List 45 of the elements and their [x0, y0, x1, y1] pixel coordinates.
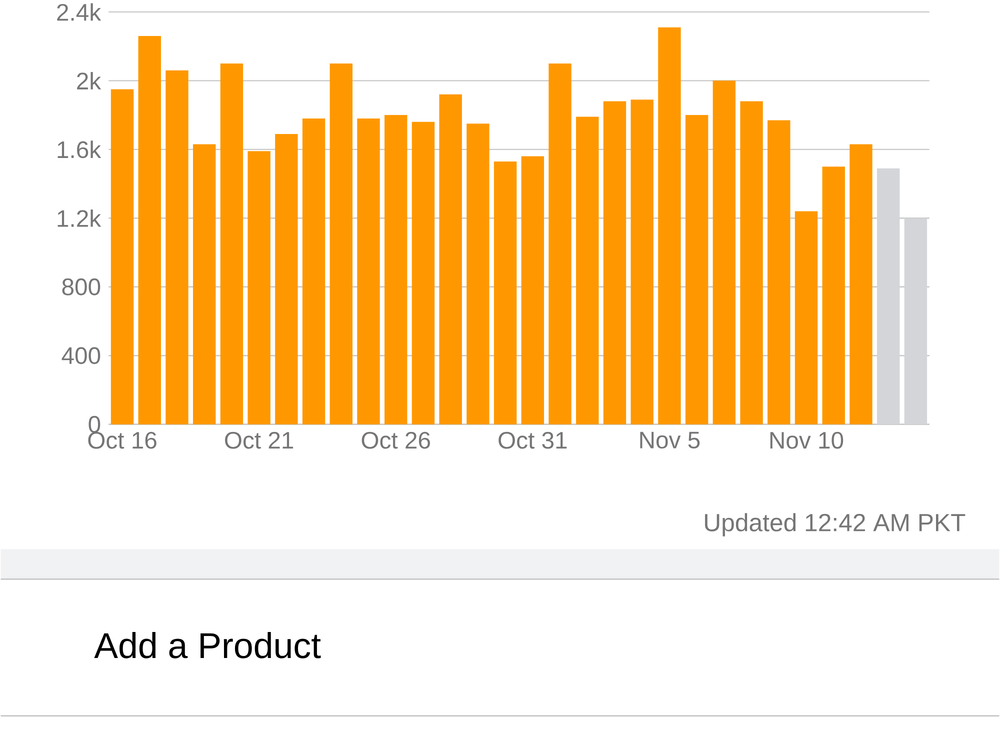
bar [658, 27, 681, 424]
x-tick-label: Oct 21 [225, 432, 294, 449]
bar [740, 101, 763, 424]
bar [357, 118, 380, 424]
bar [192, 144, 216, 424]
bar [685, 115, 708, 424]
bar [850, 144, 872, 424]
bar [138, 36, 161, 424]
bar [248, 151, 270, 424]
y-tick-label: 0 [88, 416, 100, 433]
bar [220, 64, 244, 424]
bar [521, 156, 544, 424]
x-tick-label: Nov 5 [640, 432, 700, 449]
bar [302, 118, 326, 424]
bar [603, 101, 626, 424]
bar [384, 115, 408, 424]
y-tick-label: 800 [62, 278, 100, 296]
y-tick-label: 400 [62, 347, 100, 364]
bar [166, 70, 188, 424]
bar [439, 94, 462, 424]
bar [548, 64, 572, 424]
bar [494, 162, 517, 424]
x-tick-label: Oct 31 [498, 432, 567, 449]
bar [466, 124, 490, 424]
y-tick-label: 2.4k [57, 3, 102, 21]
x-tick-label: Nov 10 [770, 432, 844, 449]
y-tick-label: 2k [77, 72, 102, 90]
bar [576, 116, 599, 424]
bar [876, 168, 900, 424]
text: Updated 12:42 AM PKT [705, 513, 966, 536]
bar [275, 134, 298, 424]
bar [412, 122, 435, 424]
bar [330, 64, 352, 424]
y-tick-label: 1.2k [58, 210, 102, 227]
x-tick-label: Oct 26 [362, 432, 430, 449]
bar [768, 120, 790, 424]
y-tick-label: 1.6k [58, 140, 102, 158]
bar [712, 80, 736, 424]
x-tick-label: Oct 16 [88, 432, 156, 449]
bar [822, 166, 845, 424]
bar [904, 218, 928, 424]
bar [110, 89, 134, 424]
bar [630, 100, 654, 424]
bar [794, 211, 818, 424]
text: Add a Product [94, 632, 321, 658]
